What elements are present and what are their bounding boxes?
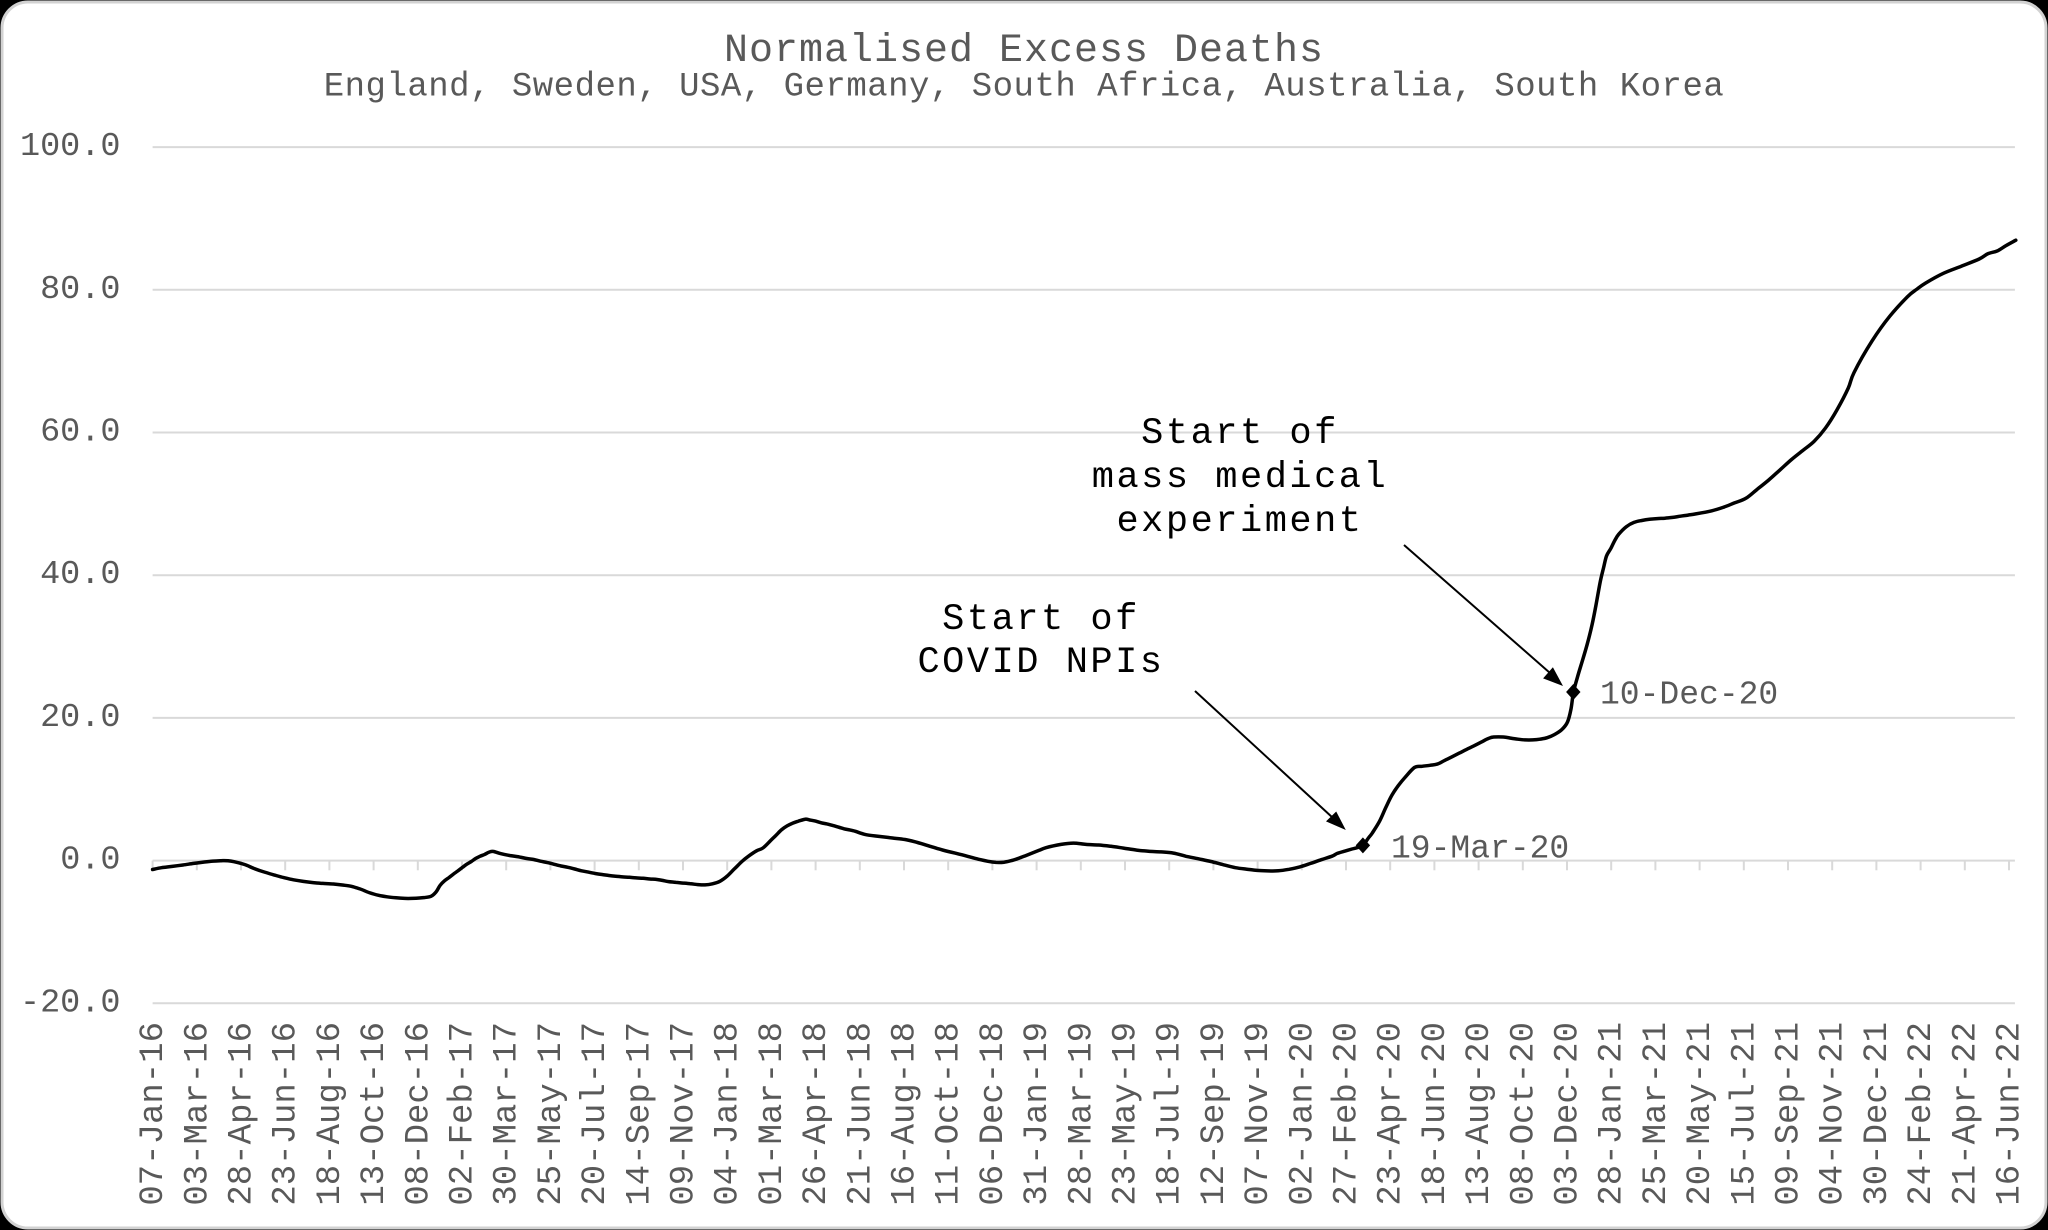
svg-text:28-Apr-16: 28-Apr-16 [224,1022,262,1206]
svg-text:15-Jul-21: 15-Jul-21 [1726,1022,1764,1206]
svg-text:09-Sep-21: 09-Sep-21 [1771,1022,1809,1206]
svg-text:-20.0: -20.0 [20,984,121,1022]
svg-text:14-Sep-17: 14-Sep-17 [621,1022,659,1206]
svg-text:10-Dec-20: 10-Dec-20 [1600,677,1778,714]
svg-text:03-Dec-20: 03-Dec-20 [1550,1022,1588,1206]
svg-text:19-Mar-20: 19-Mar-20 [1391,831,1569,868]
svg-text:11-Oct-18: 11-Oct-18 [931,1022,969,1206]
svg-text:0.0: 0.0 [60,842,120,880]
svg-text:Normalised Excess Deaths: Normalised Excess Deaths [724,29,1324,74]
svg-text:27-Feb-20: 27-Feb-20 [1329,1022,1367,1206]
svg-text:31-Jan-19: 31-Jan-19 [1019,1022,1057,1206]
svg-text:England, Sweden, USA, Germany,: England, Sweden, USA, Germany, South Afr… [324,69,1725,107]
svg-text:04-Nov-21: 04-Nov-21 [1815,1022,1853,1206]
svg-text:60.0: 60.0 [40,414,120,452]
svg-text:02-Feb-17: 02-Feb-17 [445,1022,483,1206]
svg-text:16-Aug-18: 16-Aug-18 [887,1022,925,1206]
svg-text:20.0: 20.0 [40,699,120,737]
svg-text:08-Oct-20: 08-Oct-20 [1505,1022,1543,1206]
svg-text:20-May-21: 20-May-21 [1682,1022,1720,1206]
svg-text:30-Dec-21: 30-Dec-21 [1859,1022,1897,1206]
svg-text:18-Jun-20: 18-Jun-20 [1417,1022,1455,1206]
svg-text:09-Nov-17: 09-Nov-17 [666,1022,704,1206]
svg-text:13-Aug-20: 13-Aug-20 [1461,1022,1499,1206]
svg-text:01-Mar-18: 01-Mar-18 [754,1022,792,1206]
svg-text:04-Jan-18: 04-Jan-18 [710,1022,748,1206]
svg-text:23-May-19: 23-May-19 [1108,1022,1146,1206]
svg-text:13-Oct-16: 13-Oct-16 [356,1022,394,1206]
svg-text:24-Feb-22: 24-Feb-22 [1903,1022,1941,1206]
svg-text:06-Dec-18: 06-Dec-18 [975,1022,1013,1206]
svg-text:23-Apr-20: 23-Apr-20 [1373,1022,1411,1206]
svg-text:80.0: 80.0 [40,271,120,309]
svg-text:07-Nov-19: 07-Nov-19 [1240,1022,1278,1206]
svg-text:21-Apr-22: 21-Apr-22 [1947,1022,1985,1206]
svg-text:18-Aug-16: 18-Aug-16 [312,1022,350,1206]
svg-text:Start of: Start of [942,599,1140,641]
svg-text:40.0: 40.0 [40,556,120,594]
svg-text:100.0: 100.0 [20,128,121,166]
svg-text:18-Jul-19: 18-Jul-19 [1152,1022,1190,1206]
svg-text:25-Mar-21: 25-Mar-21 [1638,1022,1676,1206]
svg-text:16-Jun-22: 16-Jun-22 [1992,1022,2030,1206]
svg-text:COVID NPIs: COVID NPIs [917,642,1164,684]
svg-text:25-May-17: 25-May-17 [533,1022,571,1206]
svg-text:28-Jan-21: 28-Jan-21 [1594,1022,1632,1206]
svg-text:26-Apr-18: 26-Apr-18 [798,1022,836,1206]
svg-text:experiment: experiment [1116,501,1363,543]
svg-text:07-Jan-16: 07-Jan-16 [135,1022,173,1206]
svg-text:08-Dec-16: 08-Dec-16 [400,1022,438,1206]
svg-text:30-Mar-17: 30-Mar-17 [489,1022,527,1206]
svg-text:mass medical: mass medical [1092,457,1388,499]
svg-text:Start of: Start of [1141,413,1339,455]
svg-text:03-Mar-16: 03-Mar-16 [179,1022,217,1206]
svg-text:21-Jun-18: 21-Jun-18 [842,1022,880,1206]
svg-text:28-Mar-19: 28-Mar-19 [1063,1022,1101,1206]
svg-text:02-Jan-20: 02-Jan-20 [1284,1022,1322,1206]
svg-text:23-Jun-16: 23-Jun-16 [268,1022,306,1206]
svg-text:12-Sep-19: 12-Sep-19 [1196,1022,1234,1206]
svg-text:20-Jul-17: 20-Jul-17 [577,1022,615,1206]
